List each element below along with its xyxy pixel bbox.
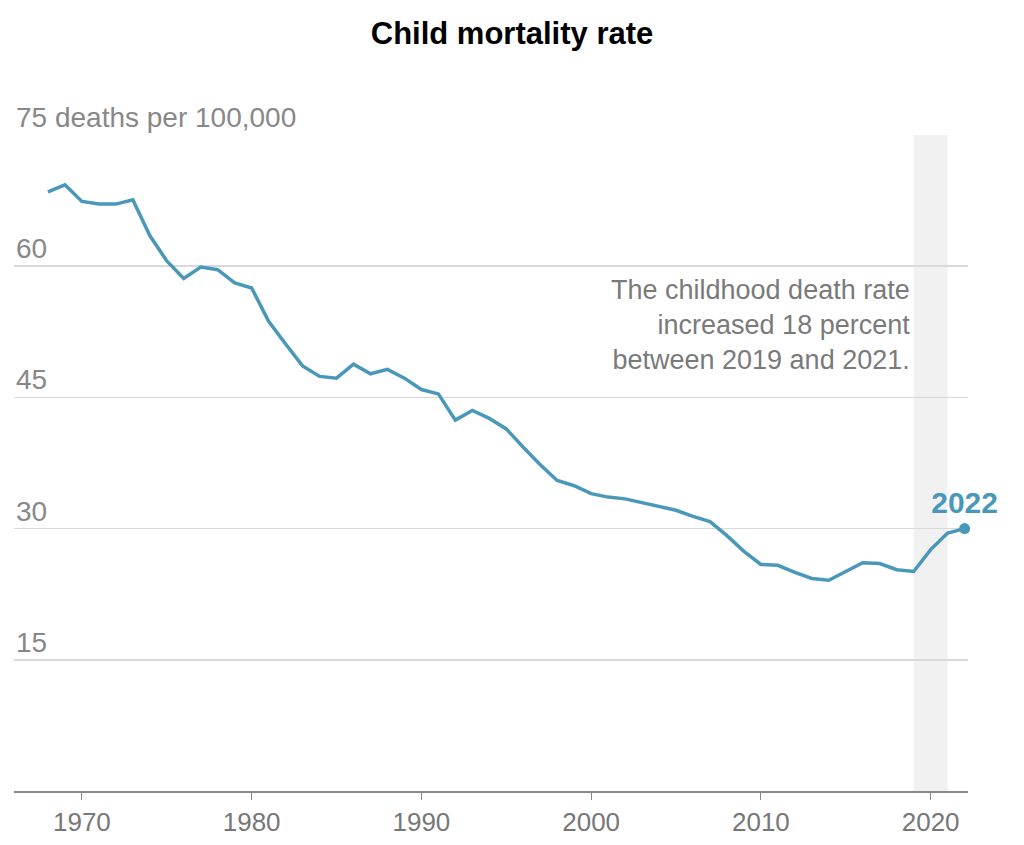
svg-text:30: 30 bbox=[16, 496, 47, 527]
svg-text:75 deaths per 100,000: 75 deaths per 100,000 bbox=[16, 102, 296, 133]
svg-text:Child mortality rate: Child mortality rate bbox=[371, 16, 654, 51]
svg-text:15: 15 bbox=[16, 627, 47, 658]
svg-text:2022: 2022 bbox=[931, 486, 998, 519]
svg-text:2000: 2000 bbox=[562, 807, 620, 837]
svg-text:2020: 2020 bbox=[902, 807, 960, 837]
svg-text:The childhood death rateincrea: The childhood death rateincreased 18 per… bbox=[611, 275, 910, 375]
svg-text:1980: 1980 bbox=[223, 807, 281, 837]
svg-text:1990: 1990 bbox=[392, 807, 450, 837]
svg-text:45: 45 bbox=[16, 364, 47, 395]
svg-text:1970: 1970 bbox=[53, 807, 111, 837]
svg-text:2010: 2010 bbox=[732, 807, 790, 837]
svg-text:60: 60 bbox=[16, 233, 47, 264]
